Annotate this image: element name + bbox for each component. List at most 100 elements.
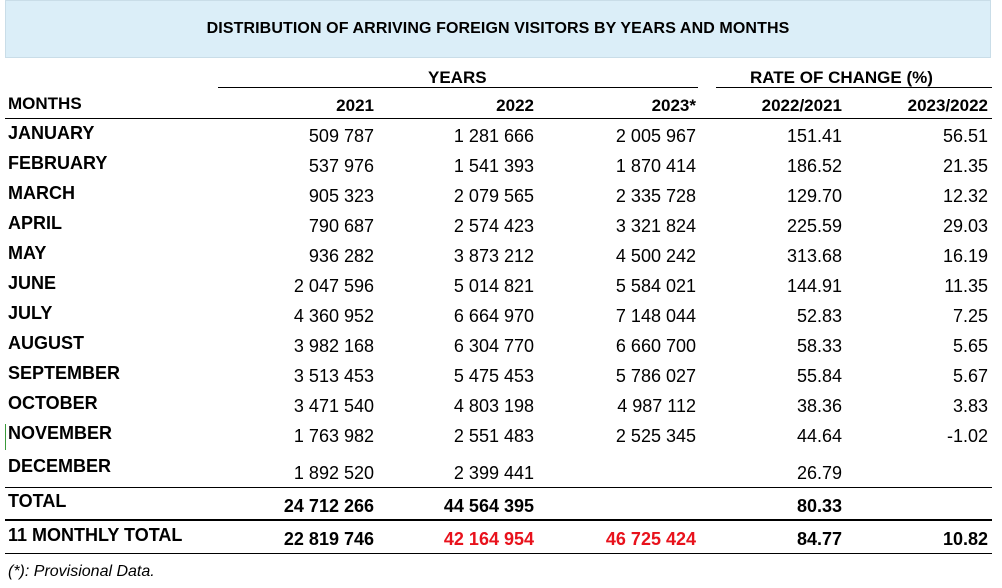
month-label: DECEMBER [8, 456, 112, 476]
rate-2022-2021: 44.64 [796, 426, 842, 446]
monthly-total-label: 11 MONTHLY TOTAL [8, 525, 183, 545]
table-row: MAY 936 282 3 873 212 4 500 242 313.68 1… [0, 243, 1002, 276]
value-2021: 509 787 [308, 126, 374, 146]
cell-selection-marker [5, 424, 6, 450]
rate-2022-2021: 55.84 [796, 366, 842, 386]
value-2023: 1 870 414 [615, 156, 696, 176]
value-2021: 3 982 168 [293, 336, 374, 356]
value-2023: 5 786 027 [615, 366, 696, 386]
rate-2023-2022: 3.83 [952, 396, 988, 416]
value-2022: 6 304 770 [453, 336, 534, 356]
col-header-rate-2023-2022: 2023/2022 [907, 96, 988, 115]
month-label: OCTOBER [8, 393, 98, 413]
total-2021: 24 712 266 [283, 496, 374, 516]
value-2023: 2 335 728 [615, 186, 696, 206]
years-header: YEARS [428, 68, 487, 87]
footnote: (*): Provisional Data. [8, 563, 155, 580]
total-2022: 44 564 395 [443, 496, 534, 516]
rate-of-change-header: RATE OF CHANGE (%) [750, 68, 933, 87]
total-label: TOTAL [8, 491, 67, 511]
value-2021: 905 323 [308, 186, 374, 206]
rate-2022-2021: 26.79 [796, 463, 842, 483]
monthly-total-2023: 46 725 424 [605, 529, 696, 549]
rate-2023-2022: 5.65 [952, 336, 988, 356]
rate-2023-2022: 56.51 [942, 126, 988, 146]
month-label: JUNE [8, 273, 57, 293]
table-row: SEPTEMBER 3 513 453 5 475 453 5 786 027 … [0, 363, 1002, 396]
month-label: MAY [8, 243, 47, 263]
value-2023: 4 987 112 [617, 396, 696, 416]
rate-header-underline [716, 87, 992, 88]
months-header: MONTHS [8, 94, 82, 113]
value-2022: 2 399 441 [453, 463, 534, 483]
month-label: JANUARY [8, 123, 95, 143]
total-rate-2022-2021: 80.33 [796, 496, 842, 516]
month-label: NOVEMBER [8, 423, 113, 443]
rate-2023-2022: 7.25 [952, 306, 988, 326]
rate-2022-2021: 52.83 [796, 306, 842, 326]
table-row: DECEMBER 1 892 520 2 399 441 26.79 [0, 456, 1002, 489]
rate-2022-2021: 144.91 [786, 276, 842, 296]
table-title: DISTRIBUTION OF ARRIVING FOREIGN VISITOR… [206, 20, 790, 37]
years-header-underline [218, 87, 698, 88]
table-row: JANUARY 509 787 1 281 666 2 005 967 151.… [0, 123, 1002, 156]
value-2021: 3 513 453 [293, 366, 374, 386]
month-label: MARCH [8, 183, 75, 203]
value-2021: 2 047 596 [293, 276, 374, 296]
value-2021: 3 471 540 [293, 396, 374, 416]
rate-2023-2022: 16.19 [942, 246, 988, 266]
value-2022: 6 664 970 [453, 306, 534, 326]
rate-2022-2021: 186.52 [786, 156, 842, 176]
value-2023: 5 584 021 [615, 276, 696, 296]
month-label: APRIL [8, 213, 62, 233]
month-label: FEBRUARY [8, 153, 108, 173]
monthly-total-divider [5, 519, 992, 521]
value-2022: 2 079 565 [453, 186, 534, 206]
col-header-2023: 2023* [651, 96, 696, 115]
rate-2022-2021: 38.36 [796, 396, 842, 416]
value-2021: 790 687 [308, 216, 374, 236]
value-2021: 936 282 [308, 246, 374, 266]
value-2023: 2 525 345 [615, 426, 696, 446]
month-label: SEPTEMBER [8, 363, 121, 383]
value-2023: 2 005 967 [615, 126, 696, 146]
monthly-total-rate-2023-2022: 10.82 [942, 529, 988, 549]
value-2022: 1 541 393 [453, 156, 534, 176]
monthly-total-row: 11 MONTHLY TOTAL 22 819 746 42 164 954 4… [0, 525, 1002, 557]
monthly-total-2021: 22 819 746 [283, 529, 374, 549]
value-2021: 1 892 520 [293, 463, 374, 483]
value-2022: 5 014 821 [453, 276, 534, 296]
total-row: TOTAL 24 712 266 44 564 395 80.33 [0, 491, 1002, 524]
value-2022: 3 873 212 [453, 246, 534, 266]
table-row: NOVEMBER 1 763 982 2 551 483 2 525 345 4… [0, 423, 1002, 456]
table-row: AUGUST 3 982 168 6 304 770 6 660 700 58.… [0, 333, 1002, 366]
monthly-total-2022: 42 164 954 [443, 529, 534, 549]
rate-2022-2021: 129.70 [786, 186, 842, 206]
col-header-rate-2022-2021: 2022/2021 [761, 96, 842, 115]
value-2023: 3 321 824 [615, 216, 696, 236]
rate-2022-2021: 151.41 [786, 126, 842, 146]
rate-2023-2022: 12.32 [942, 186, 988, 206]
value-2022: 1 281 666 [453, 126, 534, 146]
rate-2022-2021: 58.33 [796, 336, 842, 356]
table-row: FEBRUARY 537 976 1 541 393 1 870 414 186… [0, 153, 1002, 186]
value-2023: 6 660 700 [615, 336, 696, 356]
header-divider [5, 118, 992, 119]
bottom-divider [5, 553, 992, 554]
rate-2023-2022: 21.35 [942, 156, 988, 176]
rate-2023-2022: -1.02 [946, 426, 988, 446]
rate-2023-2022: 11.35 [944, 276, 988, 296]
value-2023: 4 500 242 [615, 246, 696, 266]
total-divider [5, 487, 992, 488]
rate-2022-2021: 225.59 [786, 216, 842, 236]
month-label: AUGUST [8, 333, 84, 353]
rate-2023-2022: 5.67 [952, 366, 988, 386]
rate-2022-2021: 313.68 [786, 246, 842, 266]
value-2021: 537 976 [308, 156, 374, 176]
table-row: OCTOBER 3 471 540 4 803 198 4 987 112 38… [0, 393, 1002, 426]
table-row: JULY 4 360 952 6 664 970 7 148 044 52.83… [0, 303, 1002, 336]
table-row: JUNE 2 047 596 5 014 821 5 584 021 144.9… [0, 273, 1002, 306]
value-2021: 4 360 952 [293, 306, 374, 326]
table-row: APRIL 790 687 2 574 423 3 321 824 225.59… [0, 213, 1002, 246]
value-2022: 2 551 483 [453, 426, 534, 446]
